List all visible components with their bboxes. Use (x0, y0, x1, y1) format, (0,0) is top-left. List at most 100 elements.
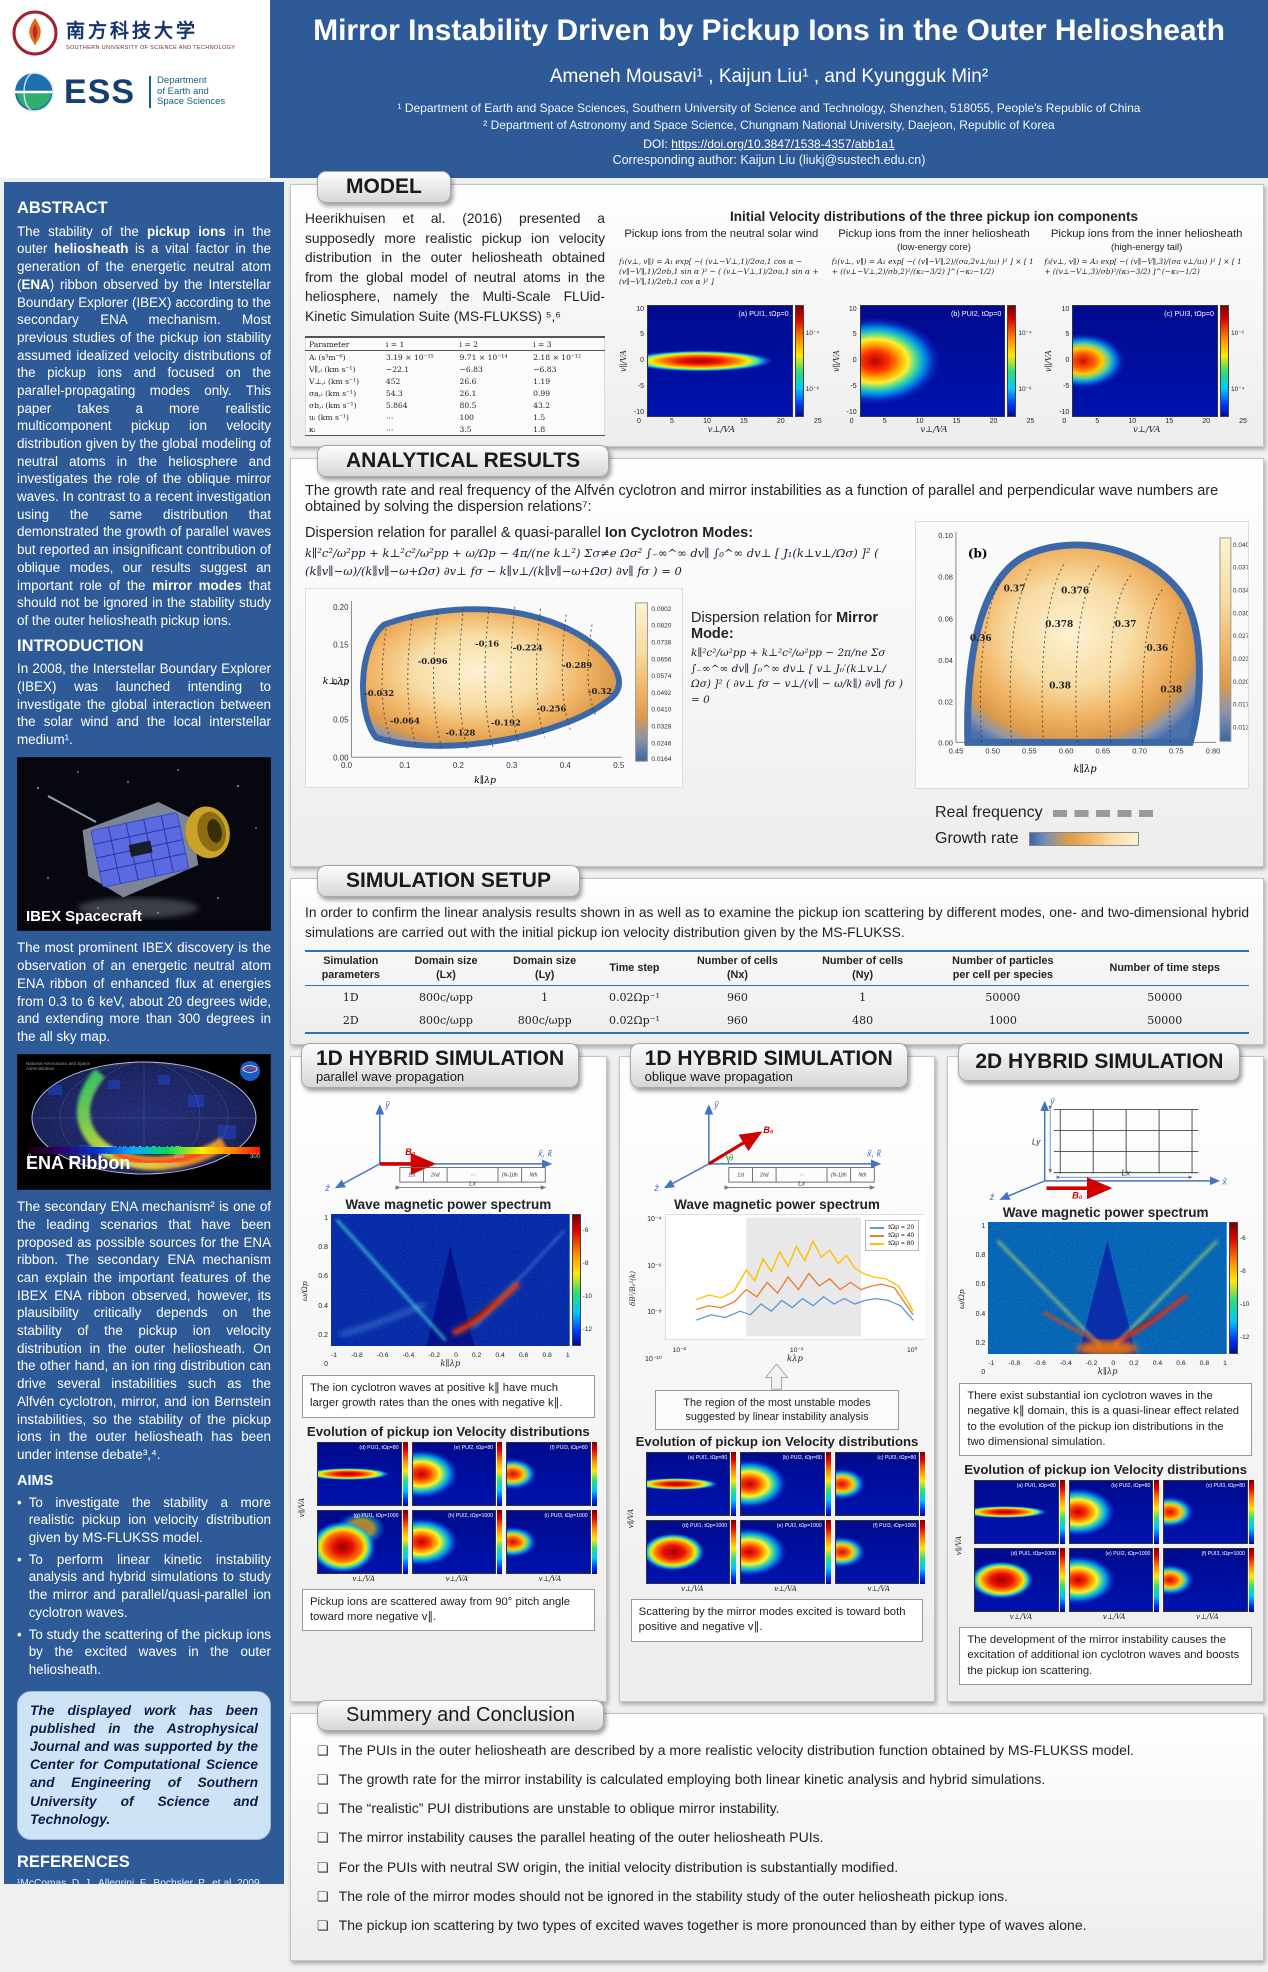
svg-text:0.15: 0.15 (333, 640, 349, 649)
svg-text:⋯: ⋯ (470, 1173, 475, 1179)
y-axis-ticks: 10 5 0 -5 -10 (633, 305, 644, 416)
mini-colorbar (497, 1441, 503, 1506)
svg-text:0.37: 0.37 (1004, 585, 1026, 595)
distribution-blob (1069, 1549, 1153, 1612)
colorbar (794, 304, 804, 417)
summary-item: ❑ The pickup ion scattering by two types … (317, 1917, 1237, 1935)
ess-dept-line1: Department (157, 74, 207, 86)
main-content: MODEL Heerikhuisen et al. (2016) present… (290, 171, 1264, 1972)
svg-text:0.45: 0.45 (949, 747, 964, 756)
aims-title: AIMS (17, 1472, 54, 1489)
panel-label: (b) PUI2, tΩp=80 (1111, 1483, 1151, 1490)
y-axis-label: v∥/VA (1044, 349, 1054, 372)
component-subheader: (high-energy tail) (1111, 241, 1183, 253)
panel-label: (d) PUI1, tΩp=1000 (1010, 1551, 1056, 1558)
param-table-header: i = 3 (530, 336, 605, 352)
distribution-blob (646, 1453, 730, 1516)
analytical-results-section: ANALYTICAL RESULTS The growth rate and r… (290, 445, 1264, 868)
svg-text:ẑ: ẑ (653, 1183, 659, 1193)
svg-text:-0.224: -0.224 (513, 642, 543, 652)
ess-logo: ESS Department of Earth and Space Scienc… (12, 70, 258, 114)
sim-column-2d: 2D HYBRID SIMULATION Ly Lx ŷ x̂ ẑ B₀ (947, 1043, 1264, 1702)
mini-colorbar (591, 1509, 597, 1574)
sim-column-1d-parallel: 1D HYBRID SIMULATION parallel wave propag… (290, 1043, 607, 1702)
col2-spec-ylabel: δB²/B₀²(k) (628, 1271, 637, 1307)
ena-colorbar-ticks: 0 100 200 300 (28, 1154, 260, 1162)
setup-table-header: Domain size (Lx) (396, 950, 496, 987)
param-table-header: i = 2 (456, 336, 531, 352)
panel-label: (c) PUI3, tΩp=0 (1164, 308, 1214, 318)
ibex-spacecraft-image: IBEX Spacecraft (17, 756, 271, 932)
doi-prefix: DOI: (643, 136, 672, 151)
col1-spec-colorbar (571, 1214, 581, 1347)
col2-spec-xlabel: kλp (787, 1354, 803, 1365)
setup-table-row: 1D 800c/ωpp 1 0.02Ωp⁻¹ 960 1 50000 50000 (342, 991, 1183, 1005)
component-header: Pickup ions from the neutral solar wind (624, 228, 819, 240)
svg-text:0.0374: 0.0374 (1233, 565, 1249, 572)
svg-text:B₀: B₀ (763, 1125, 774, 1135)
corresponding-author: Corresponding author: Kaijun Liu (liukj@… (612, 152, 926, 167)
svg-text:x̂, k̂: x̂, k̂ (537, 1149, 553, 1159)
setup-table-row: 2D 800c/ωpp 800c/ωpp 0.02Ωp⁻¹ 960 480 1000 5… (305, 1009, 1249, 1035)
setup-section-button: SIMULATION SETUP (317, 865, 580, 898)
distribution-blob (741, 1453, 824, 1516)
svg-text:0.55: 0.55 (1022, 747, 1037, 756)
colorbar (1220, 304, 1229, 417)
col3-spec-cbar-ticks: -6 -8 -10 -12 (1239, 1235, 1250, 1342)
col3-geometry-diagram: Ly Lx ŷ x̂ ẑ B₀ (988, 1096, 1227, 1201)
doi-line: DOI: https://doi.org/10.3847/1538-4357/a… (270, 137, 1268, 151)
doi-link[interactable]: https://doi.org/10.3847/1538-4357/abb1a1 (671, 136, 895, 151)
pui-distribution-heatmap: (b) PUI2, tΩp=0 (859, 304, 1006, 417)
sustech-emblem-icon (12, 10, 58, 56)
param-table-row: σa,ᵢ (km s⁻¹) 54.3 26.1 0.99 (309, 388, 551, 398)
colorbar (1007, 304, 1017, 417)
col1-spec-xlabel: k∥λp (440, 1359, 461, 1370)
svg-text:0.0: 0.0 (341, 761, 353, 770)
ess-abbr: ESS (64, 72, 136, 111)
col2-bottom-caption: Scattering by the mirror modes excited i… (630, 1599, 924, 1642)
growth-rate-contour-b: (b) 0.37 0.376 0.378 0.37 0.36 0.36 0.38… (915, 521, 1253, 790)
bullet-icon: • (17, 1626, 22, 1642)
pui-distribution-heatmap: (c) PUI3, tΩp=0 (1072, 304, 1218, 417)
dispersion-legend: Real frequency Growth rate (915, 804, 1249, 848)
abstract-title: ABSTRACT (17, 199, 108, 217)
svg-text:0.06: 0.06 (938, 615, 953, 624)
mini-colorbar (402, 1509, 408, 1574)
mini-colorbar (825, 1452, 831, 1517)
setup-table-header: Number of particles per cell per species (925, 950, 1081, 987)
pui-evolution-panel: (h) PUI2, tΩp=1000 (411, 1509, 503, 1574)
svg-text:0.0246: 0.0246 (651, 740, 671, 747)
pui-evolution-panel: (i) PUI3, tΩp=1000 (506, 1509, 597, 1574)
colorbar-ticks: 10⁻⁴ 10⁻⁶ (805, 329, 820, 393)
ess-dept-line3: Space Sciences (157, 96, 226, 108)
setup-table-header: Time step (594, 950, 675, 987)
distribution-blob (412, 1510, 496, 1573)
ena-colorbar-tick: 100 (97, 1154, 108, 1161)
pui-evolution-panel: (d) PUI1, tΩp=1000 (645, 1520, 737, 1585)
svg-text:0.50: 0.50 (985, 747, 1000, 756)
y-axis-label: v∥/VA (619, 349, 628, 372)
svg-text:ŷ: ŷ (1049, 1096, 1056, 1106)
affiliation-1: ¹ Department of Earth and Space Sciences… (397, 101, 1141, 115)
checkbox-icon: ❑ (317, 1859, 329, 1875)
svg-text:0.0656: 0.0656 (651, 656, 671, 663)
colorbar-ticks: 10⁻⁴ 10⁻⁶ (1018, 329, 1032, 393)
svg-text:ŷ: ŷ (713, 1100, 719, 1110)
col1-spec-yticks: 1 0.8 0.6 0.4 0.2 0 (318, 1215, 328, 1368)
mini-colorbar (591, 1441, 597, 1506)
ena-color-scale: 0 100 200 300 Flux [ENAs / (cm² s sr keV)] (28, 1147, 260, 1169)
col1-evo-ylabel: v∥/VA (298, 1497, 306, 1518)
col3-spectrum-title: Wave magnetic power spectrum (1002, 1205, 1209, 1221)
svg-text:-0.16: -0.16 (475, 638, 499, 648)
pui-components: Pickup ions from the neutral solar wind … (619, 228, 1249, 435)
svg-text:0.0306: 0.0306 (1233, 611, 1249, 618)
summary-item: ❑ For the PUIs with neutral SW origin, th… (317, 1859, 1237, 1877)
col1-evolution-grid: (d) PUI1, tΩp=80 (e) PUI2, tΩp=80 (f) PU… (309, 1441, 597, 1574)
distribution-blob (860, 305, 1005, 416)
panel-label: (c) PUI3, tΩp=80 (877, 1455, 917, 1462)
panel-label: (i) PUI3, tΩp=1000 (544, 1512, 588, 1519)
svg-text:0.10: 0.10 (938, 531, 953, 540)
checkbox-icon: ❑ (317, 1888, 329, 1904)
authors: Ameneh Mousavi¹ , Kaijun Liu¹ , and Kyun… (549, 66, 989, 87)
